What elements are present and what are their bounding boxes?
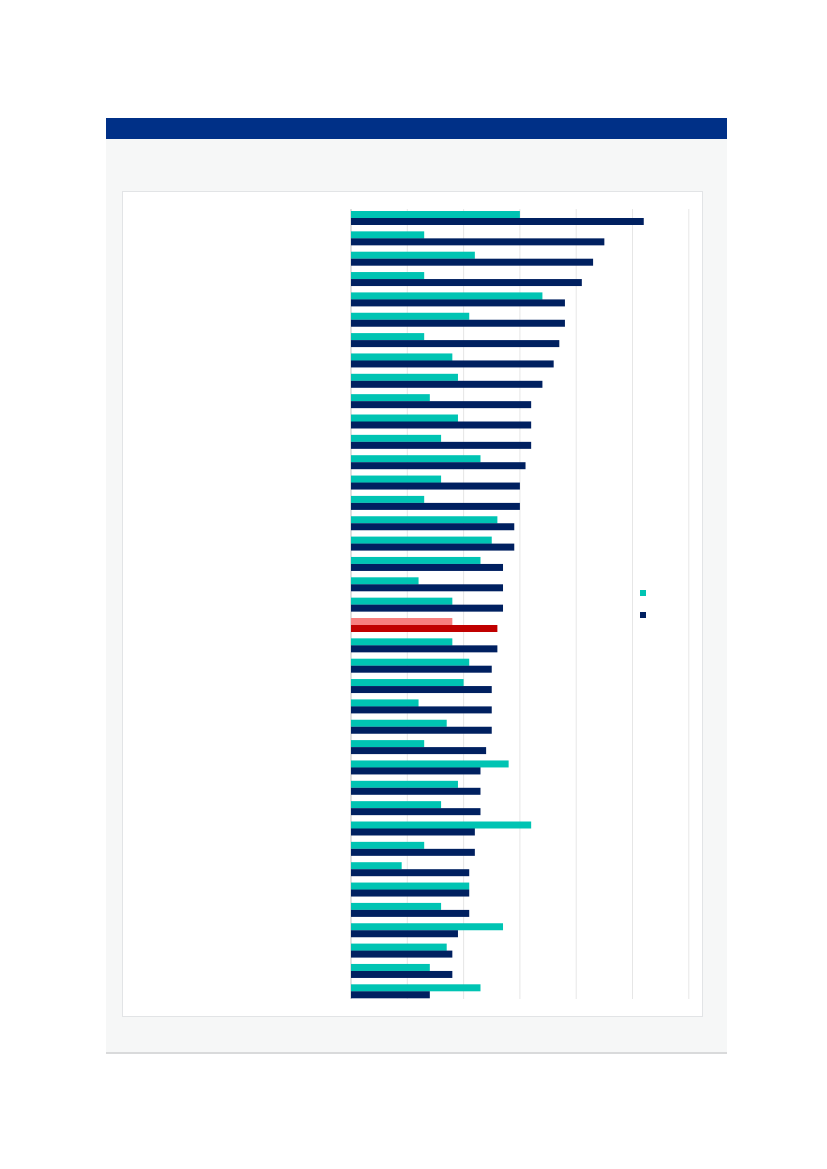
bar-series-2 bbox=[351, 441, 532, 449]
bar-series-2 bbox=[351, 828, 475, 836]
bar-series-2 bbox=[351, 889, 470, 897]
bar-series-2 bbox=[351, 319, 565, 327]
bar-series-1 bbox=[351, 475, 442, 483]
bar-series-2 bbox=[351, 645, 498, 653]
bar-series-2 bbox=[351, 584, 504, 592]
bar-series-2 bbox=[351, 462, 526, 470]
bar-series-1 bbox=[351, 841, 425, 849]
bar-series-2 bbox=[351, 482, 520, 490]
bar-series-2 bbox=[351, 218, 644, 225]
bar-series-1 bbox=[351, 211, 520, 218]
bar-series-2 bbox=[351, 930, 458, 938]
bar-series-2 bbox=[351, 604, 504, 612]
bar-series-1 bbox=[351, 679, 464, 687]
bar-series-2 bbox=[351, 808, 481, 816]
bar-series-1 bbox=[351, 495, 425, 503]
bar-series-2 bbox=[351, 299, 565, 307]
bar-series-2 bbox=[351, 401, 532, 409]
bar-series-2 bbox=[351, 340, 560, 348]
bar-series-1 bbox=[351, 556, 481, 564]
bar-series-1 bbox=[351, 455, 481, 463]
bar-series-2 bbox=[351, 360, 554, 368]
legend bbox=[640, 590, 646, 618]
bar-series-2 bbox=[351, 909, 470, 917]
bar-series-1 bbox=[351, 312, 470, 320]
bar-series-2 bbox=[351, 726, 492, 734]
bar-series-2 bbox=[351, 767, 481, 775]
bar-series-2 bbox=[351, 238, 605, 246]
bar-series-2 bbox=[351, 258, 594, 266]
bar-series-1 bbox=[351, 516, 498, 524]
bar-series-1 bbox=[351, 536, 492, 544]
bar-series-2 bbox=[351, 686, 492, 694]
bar-series-2 bbox=[351, 787, 481, 795]
bar-series-1 bbox=[351, 333, 425, 341]
bar-series-1 bbox=[351, 353, 453, 361]
bar-series-1 bbox=[351, 740, 425, 748]
bar-series-1 bbox=[351, 821, 532, 829]
bar-series-1 bbox=[351, 943, 447, 951]
bar-series-1 bbox=[351, 658, 470, 666]
highlight-bar-series-2 bbox=[351, 625, 498, 632]
bar-series-2 bbox=[351, 421, 532, 429]
bar-series-2 bbox=[351, 543, 515, 551]
bar-series-1 bbox=[351, 577, 419, 585]
bar-series-1 bbox=[351, 251, 475, 259]
bar-series-1 bbox=[351, 272, 425, 280]
bar-series-1 bbox=[351, 719, 447, 727]
bar-series-1 bbox=[351, 760, 509, 768]
bar-series-1 bbox=[351, 231, 425, 239]
panel-bottom-rule bbox=[106, 1052, 727, 1054]
bar-series-2 bbox=[351, 950, 453, 958]
bar-series-1 bbox=[351, 801, 442, 809]
bar-series-2 bbox=[351, 279, 582, 287]
bar-series-2 bbox=[351, 706, 492, 714]
bar-series-1 bbox=[351, 902, 442, 910]
bar-series-1 bbox=[351, 780, 458, 788]
highlight-bar-series-1 bbox=[351, 618, 453, 625]
bars bbox=[351, 211, 644, 999]
bar-series-2 bbox=[351, 380, 543, 388]
legend-swatch-series-2 bbox=[640, 612, 646, 618]
bar-series-2 bbox=[351, 747, 487, 755]
bar-series-2 bbox=[351, 665, 492, 673]
bar-series-1 bbox=[351, 984, 481, 992]
bar-series-1 bbox=[351, 638, 453, 646]
bar-series-1 bbox=[351, 923, 504, 931]
bar-series-1 bbox=[351, 434, 442, 442]
bar-series-2 bbox=[351, 848, 475, 856]
bar-series-1 bbox=[351, 862, 402, 870]
bar-series-1 bbox=[351, 414, 458, 422]
header-band bbox=[106, 118, 727, 139]
bar-series-2 bbox=[351, 563, 504, 571]
bar-series-1 bbox=[351, 882, 470, 890]
bar-series-1 bbox=[351, 597, 453, 605]
bar-series-1 bbox=[351, 699, 419, 707]
bar-series-2 bbox=[351, 502, 520, 510]
bar-series-2 bbox=[351, 970, 453, 978]
bar-series-1 bbox=[351, 963, 430, 971]
bar-series-2 bbox=[351, 991, 430, 999]
bar-series-1 bbox=[351, 292, 543, 300]
legend-swatch-series-1 bbox=[640, 590, 646, 596]
bar-series-2 bbox=[351, 869, 470, 877]
bar-series-1 bbox=[351, 394, 430, 402]
bar-series-1 bbox=[351, 373, 458, 381]
bar-series-2 bbox=[351, 523, 515, 531]
